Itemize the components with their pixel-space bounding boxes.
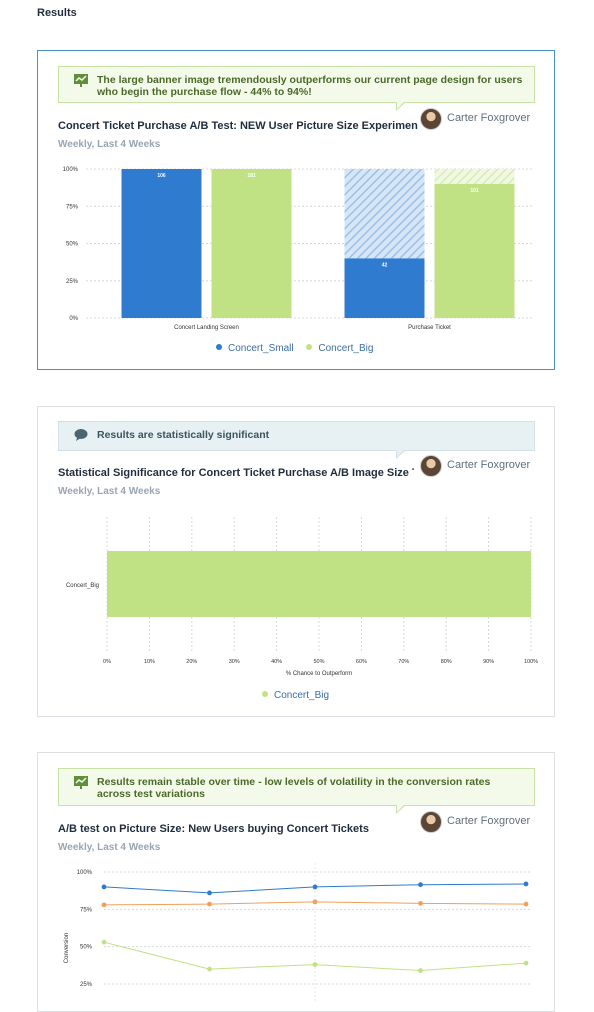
bar-data-label: 101	[470, 188, 479, 194]
chart-subtitle: Weekly, Last 4 Weeks	[58, 139, 161, 150]
x-category-label: Purchase Ticket	[408, 325, 451, 331]
legend-item-concert-big[interactable]: Concert_Big	[262, 690, 329, 701]
bar-data-label: 42	[382, 262, 388, 268]
chart-title: Statistical Significance for Concert Tic…	[58, 467, 414, 479]
y-category-label: Concert_Big	[66, 583, 99, 589]
chart-subtitle: Weekly, Last 4 Weeks	[58, 842, 161, 853]
y-tick-label: 75%	[66, 204, 79, 210]
x-axis-label: % Chance to Outperform	[286, 671, 352, 677]
y-tick-label: 75%	[80, 907, 93, 913]
chart-title: A/B test on Picture Size: New Users buyi…	[58, 823, 369, 835]
callout-text: Results remain stable over time - low le…	[97, 776, 491, 800]
x-tick-label: 80%	[441, 659, 452, 665]
trend-chart-icon	[74, 776, 88, 789]
chart-legend: Concert_Big	[262, 690, 339, 701]
bar-chart: 100% 75% 50% 25% 0% 106 181 Concert Landing Scr…	[63, 167, 532, 331]
x-tick-label: 0%	[103, 659, 111, 665]
y-axis-label: Conversion	[64, 933, 70, 963]
data-point	[312, 962, 318, 967]
author-avatar[interactable]	[420, 811, 442, 833]
data-point	[101, 902, 107, 908]
bar	[434, 183, 515, 318]
chart-card-line[interactable]: Results remain stable over time - low le…	[37, 752, 555, 1012]
insight-callout: Results are statistically significant	[58, 421, 535, 459]
bar	[121, 169, 202, 318]
bar	[344, 258, 425, 318]
horizontal-bar-chart: 0% 10% 20% 30% 40% 50% 60% 70% 80% 90% 100% Concert…	[66, 517, 538, 677]
trend-chart-icon	[74, 74, 88, 87]
author-name[interactable]: Carter Foxgrover	[447, 459, 531, 471]
data-point	[312, 899, 318, 905]
data-point	[418, 900, 423, 906]
data-point	[101, 939, 107, 945]
y-tick-label: 50%	[80, 945, 93, 951]
x-tick-label: 90%	[483, 659, 494, 665]
x-tick-label: 60%	[356, 659, 367, 665]
line-chart: 100% 75% 50% 25% Conversion	[64, 863, 532, 1003]
chart-card-significance[interactable]: Results are statistically significant Ca…	[37, 406, 555, 717]
y-tick-label: 50%	[66, 242, 79, 248]
y-tick-label: 25%	[66, 279, 79, 285]
x-tick-label: 40%	[271, 659, 282, 665]
bar-remainder	[344, 169, 425, 259]
insight-callout: Results remain stable over time - low le…	[58, 768, 535, 814]
x-tick-label: 100%	[524, 659, 538, 665]
page-title: Results	[37, 7, 77, 19]
data-point	[207, 901, 212, 907]
bar-data-label: 106	[157, 173, 166, 179]
chart-subtitle: Weekly, Last 4 Weeks	[58, 486, 161, 497]
bar	[107, 551, 531, 617]
data-point	[312, 884, 318, 890]
chart-legend: Concert_Small Concert_Big	[216, 343, 383, 354]
x-tick-label: 10%	[144, 659, 155, 665]
data-point	[523, 960, 529, 966]
x-tick-label: 50%	[313, 659, 324, 665]
data-point	[418, 968, 423, 973]
y-tick-label: 100%	[63, 167, 79, 173]
author-name[interactable]: Carter Foxgrover	[447, 112, 531, 124]
data-point	[523, 881, 529, 887]
x-tick-label: 20%	[186, 659, 197, 665]
x-tick-label: 30%	[229, 659, 240, 665]
bar	[211, 169, 292, 318]
data-point	[207, 966, 212, 972]
chart-card-bar[interactable]: The large banner image tremendously outp…	[37, 50, 555, 370]
chart-title: Concert Ticket Purchase A/B Test: NEW Us…	[58, 120, 418, 132]
legend-item-concert-small[interactable]: Concert_Small	[216, 343, 294, 354]
x-category-label: Concert Landing Screen	[174, 325, 239, 331]
y-tick-label: 100%	[77, 870, 93, 876]
callout-text: The large banner image tremendously outp…	[97, 74, 523, 98]
legend-item-concert-big[interactable]: Concert_Big	[306, 343, 373, 354]
data-point	[207, 890, 212, 896]
author-avatar[interactable]	[420, 455, 442, 477]
data-point	[418, 882, 423, 888]
bar-remainder	[434, 169, 515, 184]
y-tick-label: 0%	[69, 316, 78, 322]
callout-text: Results are statistically significant	[97, 429, 270, 441]
bar-data-label: 181	[247, 173, 256, 179]
author-avatar[interactable]	[420, 108, 442, 130]
data-point	[523, 901, 529, 907]
data-point	[101, 884, 107, 890]
y-tick-label: 25%	[80, 982, 93, 988]
chat-bubble-icon	[74, 429, 88, 441]
insight-callout: The large banner image tremendously outp…	[58, 66, 535, 111]
x-tick-label: 70%	[398, 659, 409, 665]
author-name[interactable]: Carter Foxgrover	[447, 815, 531, 827]
